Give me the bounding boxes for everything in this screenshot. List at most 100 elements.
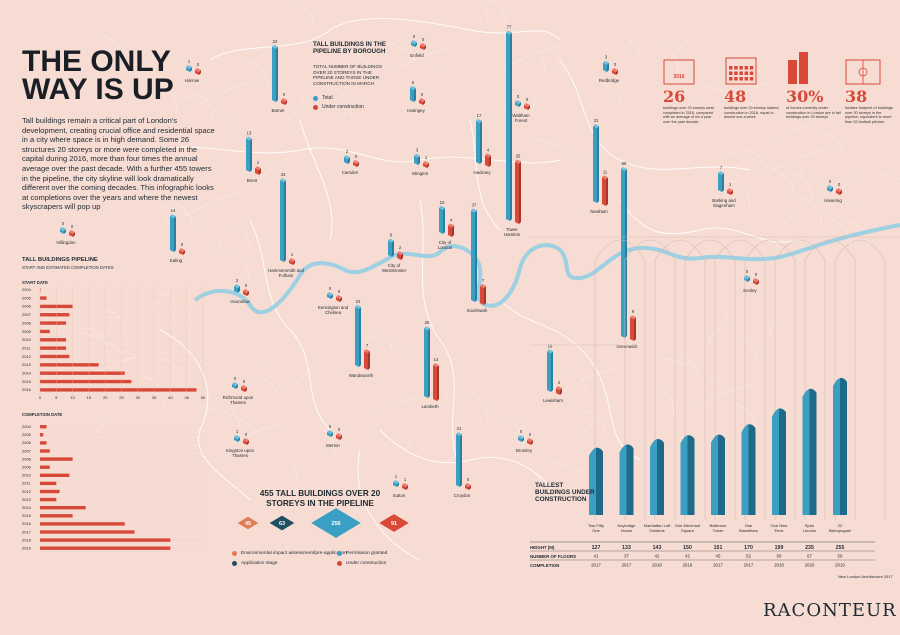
towers-icon	[788, 60, 797, 84]
bar-uc-side	[437, 365, 439, 401]
bar-total-side	[510, 32, 512, 221]
tower-name: One	[745, 523, 753, 528]
borough-newham: 31 11 Newham	[590, 118, 608, 214]
bar-uc-side	[424, 45, 426, 50]
completion-tick: 2008	[22, 456, 32, 461]
bar-uc	[179, 250, 183, 255]
bar-uc	[281, 100, 285, 105]
stat-2: 48 buildings over 20 storeys started con…	[724, 87, 779, 120]
borough-name: Wandsworth	[349, 373, 374, 378]
tower-shade	[779, 408, 786, 515]
bar-total	[718, 173, 722, 192]
street-line	[565, 368, 587, 395]
bar-total-side	[331, 432, 333, 437]
start-tick: 2005	[22, 295, 32, 300]
bar-total	[414, 155, 418, 165]
completion-tick: 2006	[22, 440, 32, 445]
pipeline-xtick: 20	[103, 395, 108, 400]
start-tick: 2011	[22, 345, 31, 350]
borough-sutton: 1 1 Sutton	[393, 474, 408, 498]
borough-enfield: 0 0 Enfield	[410, 34, 426, 58]
tower-shade	[687, 435, 695, 515]
bar-total	[234, 437, 238, 442]
building-2016-icon	[663, 59, 695, 85]
tower-name: Two Fifty	[588, 523, 604, 528]
completion-bar	[40, 514, 73, 518]
bubble-legend-app-label: Application stage	[241, 561, 278, 566]
completion-bar	[40, 433, 44, 437]
tower-ring	[774, 239, 826, 520]
start-tick: 2016	[22, 387, 32, 392]
bar-uc	[402, 485, 406, 490]
bar-total-value: 0	[329, 424, 332, 429]
towers-title: TALLEST BUILDINGS UNDER CONSTRUCTION	[535, 482, 595, 504]
bar-uc-top	[243, 438, 249, 442]
bar-total	[355, 306, 359, 367]
bar-total-value: 0	[234, 376, 237, 381]
bar-total-value: 16	[548, 343, 553, 348]
borough-hounslow: 2 0 Hounslow	[230, 278, 250, 304]
bar-total-top	[234, 435, 240, 439]
street-line	[729, 179, 751, 211]
street-line	[228, 250, 250, 282]
start-bar	[40, 363, 99, 367]
bar-uc-value: 0	[755, 272, 758, 277]
bar-uc	[753, 280, 757, 285]
tower-name: Keybridge	[617, 523, 636, 528]
bubble-value: 45	[245, 521, 251, 527]
borough-name: Kingston upon	[226, 448, 255, 453]
bar-uc	[480, 286, 484, 305]
street-line	[618, 35, 640, 62]
street-line	[736, 337, 758, 364]
tower-completion: 2020	[805, 563, 815, 568]
bar-total-side	[359, 306, 361, 367]
borough-border	[469, 119, 501, 231]
bar-total-top	[439, 205, 445, 210]
stat-1-text: buildings over 20 storeys were completed…	[663, 106, 715, 124]
bar-total-value: 3	[605, 55, 608, 60]
bar-uc-value: 0	[355, 154, 358, 159]
start-tick: 2004	[22, 287, 32, 292]
calendar-icon-cell	[744, 77, 749, 81]
start-bar	[40, 371, 125, 375]
bar-uc	[527, 440, 531, 445]
street-line	[653, 385, 675, 417]
street-line	[764, 309, 786, 336]
street-line	[394, 39, 416, 66]
borough-croydon: 21 0 Croydon	[454, 426, 471, 498]
stat-icons: 2016	[663, 52, 881, 85]
street-line	[191, 92, 213, 119]
bar-total-side	[522, 437, 524, 442]
bar-total-value: 2	[236, 278, 239, 283]
bubble-legend-perm-label: Permission granted	[346, 551, 388, 556]
bar-total-top	[547, 349, 553, 354]
bar-total-side	[238, 286, 240, 293]
calendar-icon-cell	[739, 71, 743, 75]
bar-total	[327, 432, 331, 437]
completion-bar	[40, 530, 135, 534]
calendar-icon-cell	[729, 77, 733, 81]
bar-uc-top	[195, 68, 201, 72]
borough-name: Sutton	[393, 493, 406, 498]
bar-total-top	[388, 238, 394, 243]
stat-3: 30% of homes currently under constructio…	[786, 87, 841, 120]
bar-uc-top	[402, 483, 408, 487]
tower-floors: 45	[716, 554, 721, 559]
borough-name: Brent	[247, 178, 258, 183]
street-line	[502, 416, 524, 448]
bar-uc	[836, 190, 840, 195]
borough-name: Bromley	[516, 448, 533, 453]
tower-completion: 2017	[591, 563, 601, 568]
completion-tick: 2014	[22, 505, 32, 510]
bar-uc-value: 0	[197, 62, 200, 67]
bar-total-side	[418, 155, 420, 165]
tower-name: Spire	[805, 523, 815, 528]
tower-ring	[684, 239, 736, 520]
tower-height: 143	[653, 545, 662, 551]
borough-name: Hounslow	[230, 299, 250, 304]
bar-total	[621, 169, 625, 338]
bar-uc-top	[515, 159, 521, 164]
tower-shade	[809, 388, 817, 515]
bar-total-top	[456, 432, 462, 437]
